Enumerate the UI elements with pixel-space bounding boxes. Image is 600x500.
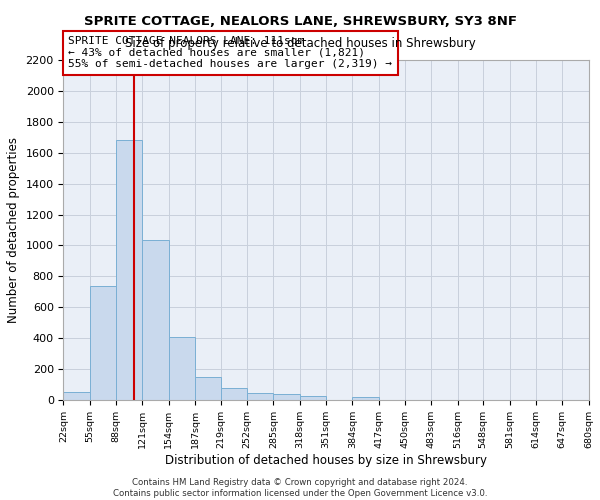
Bar	[221, 388, 247, 400]
Text: Size of property relative to detached houses in Shrewsbury: Size of property relative to detached ho…	[125, 38, 475, 51]
Bar	[352, 397, 379, 400]
Bar	[169, 338, 195, 400]
Text: SPRITE COTTAGE, NEALORS LANE, SHREWSBURY, SY3 8NF: SPRITE COTTAGE, NEALORS LANE, SHREWSBURY…	[83, 15, 517, 28]
Bar	[299, 396, 326, 400]
Bar	[247, 392, 274, 400]
Text: Contains HM Land Registry data © Crown copyright and database right 2024.
Contai: Contains HM Land Registry data © Crown c…	[113, 478, 487, 498]
Text: SPRITE COTTAGE NEALORS LANE: 111sqm
← 43% of detached houses are smaller (1,821): SPRITE COTTAGE NEALORS LANE: 111sqm ← 43…	[68, 36, 392, 70]
Bar	[90, 286, 116, 400]
Bar	[195, 377, 221, 400]
Bar	[142, 240, 169, 400]
Y-axis label: Number of detached properties: Number of detached properties	[7, 137, 20, 323]
X-axis label: Distribution of detached houses by size in Shrewsbury: Distribution of detached houses by size …	[165, 454, 487, 466]
Bar	[64, 392, 90, 400]
Bar	[116, 140, 142, 400]
Bar	[274, 394, 299, 400]
